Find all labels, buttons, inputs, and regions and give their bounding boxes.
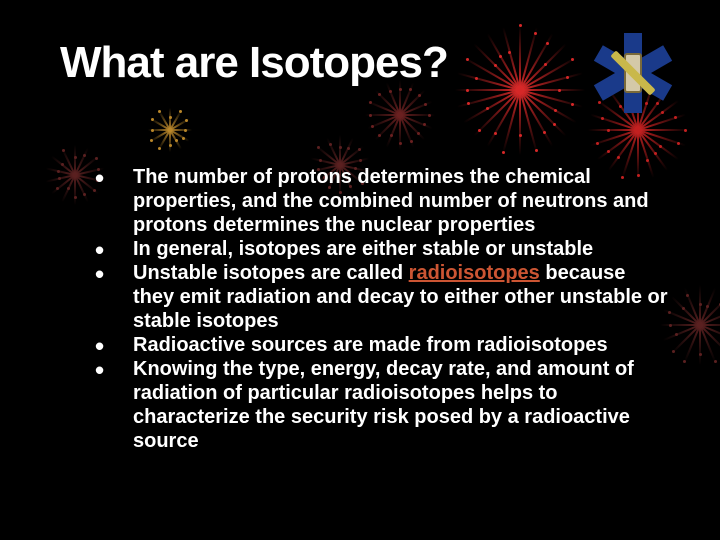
- list-item: Radioactive sources are made from radioi…: [95, 333, 670, 357]
- page-title: What are Isotopes?: [60, 38, 448, 88]
- bullet-text: Radioactive sources are made from radioi…: [133, 334, 608, 356]
- bullet-list: The number of protons determines the che…: [95, 165, 670, 453]
- list-item: Knowing the type, energy, decay rate, an…: [95, 357, 670, 453]
- keyword-radioisotopes: radioisotopes: [409, 262, 540, 284]
- list-item: Unstable isotopes are called radioisotop…: [95, 261, 670, 333]
- list-item: In general, isotopes are either stable o…: [95, 237, 670, 261]
- bullet-pre: Unstable isotopes are called: [133, 262, 409, 284]
- bullet-text: The number of protons determines the che…: [133, 166, 649, 236]
- star-of-life-emblem: [588, 28, 678, 118]
- list-item: The number of protons determines the che…: [95, 165, 670, 237]
- bullet-text: Knowing the type, energy, decay rate, an…: [133, 358, 634, 452]
- bullet-text: In general, isotopes are either stable o…: [133, 238, 593, 260]
